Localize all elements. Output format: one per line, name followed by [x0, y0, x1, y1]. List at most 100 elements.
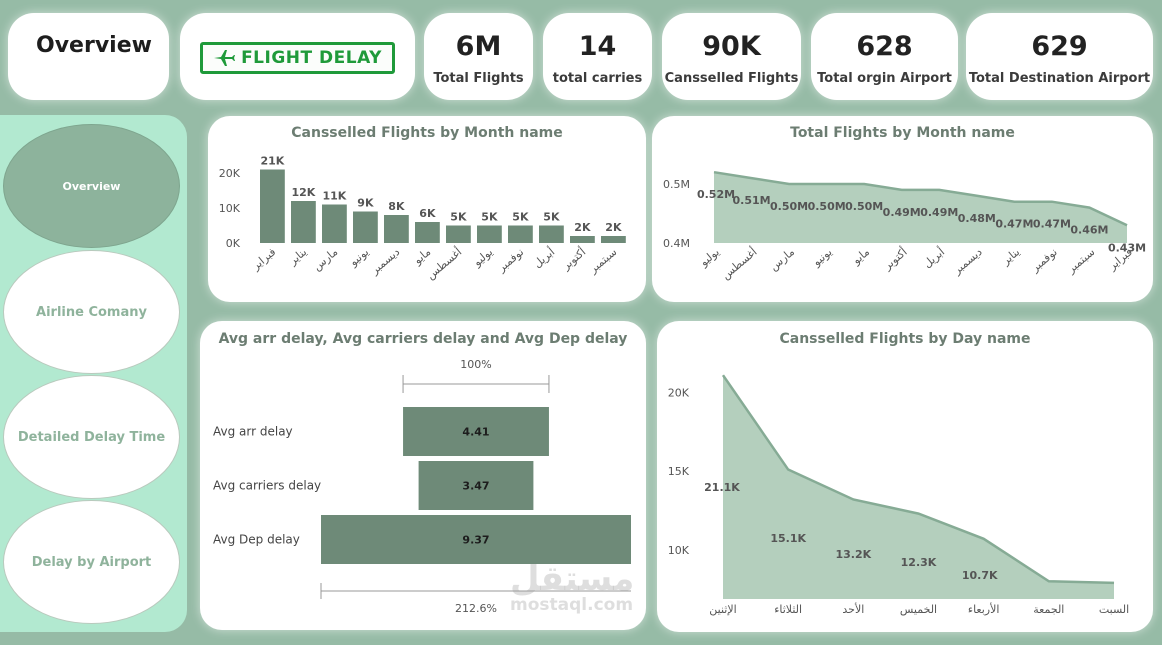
- data-label: 0.50M: [770, 200, 808, 213]
- sidebar-item-detailed-delay-time[interactable]: Detailed Delay Time: [3, 375, 180, 499]
- bar-data-label: 11K: [322, 190, 346, 203]
- chart-avg-delays: Avg arr delay, Avg carriers delay and Av…: [200, 321, 646, 630]
- data-label: 10.7K: [962, 569, 998, 582]
- data-label: 0.52M: [697, 188, 735, 201]
- x-tick-label: سبتمبر: [586, 245, 619, 276]
- bar[interactable]: [353, 211, 378, 244]
- kpi-value: 6M: [455, 31, 502, 62]
- y-tick-label: 15K: [668, 465, 690, 478]
- funnel-bar[interactable]: [403, 407, 549, 456]
- avg-delays-svg: 100% 4.41 Avg arr delay 3.47 Avg carriers de…: [213, 358, 631, 615]
- sidebar-item-label: Delay by Airport: [31, 554, 152, 570]
- chart-total-by-month: Total Flights by Month name 0.5M 0.4M 0.52…: [652, 116, 1153, 302]
- data-label: 12.3K: [901, 556, 937, 569]
- data-label: 0.47M: [995, 218, 1033, 231]
- area-line: [713, 170, 1128, 227]
- bar[interactable]: [384, 215, 409, 243]
- funnel-bar[interactable]: [418, 461, 534, 510]
- data-label: 0.49M: [883, 206, 921, 219]
- cancelled-by-month-svg: 20K 10K 0K 21K فبراير 12K يناير 11K مارس 9K يونيو 8…: [219, 155, 626, 282]
- chart-title: Cansselled Flights by Day name: [779, 331, 1031, 347]
- x-tick-label: الجمعة: [1033, 603, 1064, 616]
- bar-data-label: 8K: [388, 200, 405, 213]
- bar[interactable]: [570, 236, 595, 243]
- x-tick-label: فبراير: [249, 245, 279, 273]
- sidebar-item-delay-by-airport[interactable]: Delay by Airport: [3, 500, 180, 624]
- watermark-latin: mostaql.com: [510, 595, 634, 615]
- sidebar-item-airline-company[interactable]: Airline Comany: [3, 250, 180, 374]
- funnel-data-label: 4.41: [462, 426, 489, 439]
- data-label: 0.47M: [1033, 218, 1071, 231]
- x-tick-label: أكتوبر: [558, 245, 588, 273]
- x-tick-label: يوليو: [470, 245, 495, 269]
- kpi-total-carriers: 14 total carries: [543, 13, 652, 100]
- chart-title: Avg arr delay, Avg carriers delay and Av…: [218, 331, 628, 347]
- x-tick-label: أغسطس: [719, 245, 760, 283]
- x-tick-label: نوفمبر: [1028, 245, 1060, 275]
- x-tick-label: يوليو: [697, 245, 722, 269]
- sidebar-item-label: Detailed Delay Time: [17, 429, 166, 445]
- y-tick-label: 10K: [668, 544, 690, 557]
- funnel-category-label: Avg carriers delay: [213, 479, 321, 493]
- chart-cancelled-by-day: Cansselled Flights by Day name 20K 15K 10K…: [657, 321, 1153, 632]
- kpi-total-destination-airport: 629 Total Destination Airport: [966, 13, 1153, 100]
- kpi-value: 629: [1031, 31, 1088, 62]
- x-tick-label: يناير: [286, 245, 310, 268]
- bar[interactable]: [322, 204, 347, 244]
- bar[interactable]: [477, 225, 502, 244]
- kpi-value: 14: [578, 31, 617, 62]
- x-tick-label: مايو: [410, 245, 433, 267]
- kpi-label: total carries: [552, 71, 643, 86]
- bar-data-label: 6K: [419, 207, 436, 220]
- chart-cancelled-by-month: Cansselled Flights by Month name 20K 10K 0…: [208, 116, 646, 302]
- bar[interactable]: [260, 169, 285, 244]
- bar-data-label: 12K: [291, 186, 315, 199]
- x-tick-label: السبت: [1099, 603, 1129, 616]
- bar-data-label: 5K: [512, 211, 529, 224]
- bar[interactable]: [446, 225, 471, 244]
- sidebar-item-label: Overview: [62, 179, 121, 193]
- x-tick-label: الإثنين: [709, 603, 736, 616]
- y-tick-label: 10K: [219, 202, 241, 215]
- bar[interactable]: [601, 236, 626, 243]
- sidebar-item-overview[interactable]: Overview: [3, 124, 180, 248]
- sidebar-item-label: Airline Comany: [36, 304, 147, 320]
- y-tick-label: 0.4M: [663, 237, 690, 250]
- x-tick-label: مارس: [767, 245, 797, 273]
- data-label: 15.1K: [770, 532, 806, 545]
- data-label: 0.49M: [920, 206, 958, 219]
- y-tick-label: 20K: [219, 167, 241, 180]
- chart-title: Total Flights by Month name: [790, 125, 1015, 141]
- funnel-category-label: Avg arr delay: [213, 425, 293, 439]
- airplane-icon: [214, 50, 236, 66]
- data-label: 13.2K: [835, 548, 871, 561]
- x-tick-label: ديسمبر: [368, 245, 403, 277]
- bar[interactable]: [508, 225, 533, 244]
- x-tick-label: مارس: [311, 245, 341, 273]
- bottom-percent-label: 212.6%: [455, 602, 497, 615]
- bar-data-label: 2K: [574, 221, 591, 234]
- funnel-data-label: 3.47: [462, 480, 489, 493]
- kpi-value: 628: [856, 31, 913, 62]
- bar-data-label: 5K: [481, 211, 498, 224]
- data-label: 0.50M: [808, 200, 846, 213]
- data-label: 0.43M: [1108, 241, 1146, 254]
- bar-data-label: 9K: [357, 197, 374, 210]
- bar[interactable]: [415, 222, 440, 243]
- data-label: 0.48M: [958, 212, 996, 225]
- flight-delay-logo: FLIGHT DELAY: [200, 42, 395, 74]
- data-label: 0.51M: [732, 194, 770, 207]
- bar-data-label: 21K: [260, 155, 284, 168]
- area-fill: [723, 375, 1114, 599]
- data-label: 0.50M: [845, 200, 883, 213]
- x-tick-label: يونيو: [346, 245, 371, 269]
- data-label: 0.46M: [1070, 224, 1108, 237]
- y-tick-label: 0K: [226, 237, 241, 250]
- bar[interactable]: [291, 201, 316, 243]
- funnel-category-label: Avg Dep delay: [213, 533, 300, 547]
- kpi-total-flights: 6M Total Flights: [424, 13, 533, 100]
- bar[interactable]: [539, 225, 564, 244]
- x-tick-label: يونيو: [809, 245, 834, 269]
- logo-text: FLIGHT DELAY: [241, 48, 382, 68]
- funnel-bar[interactable]: [321, 515, 631, 564]
